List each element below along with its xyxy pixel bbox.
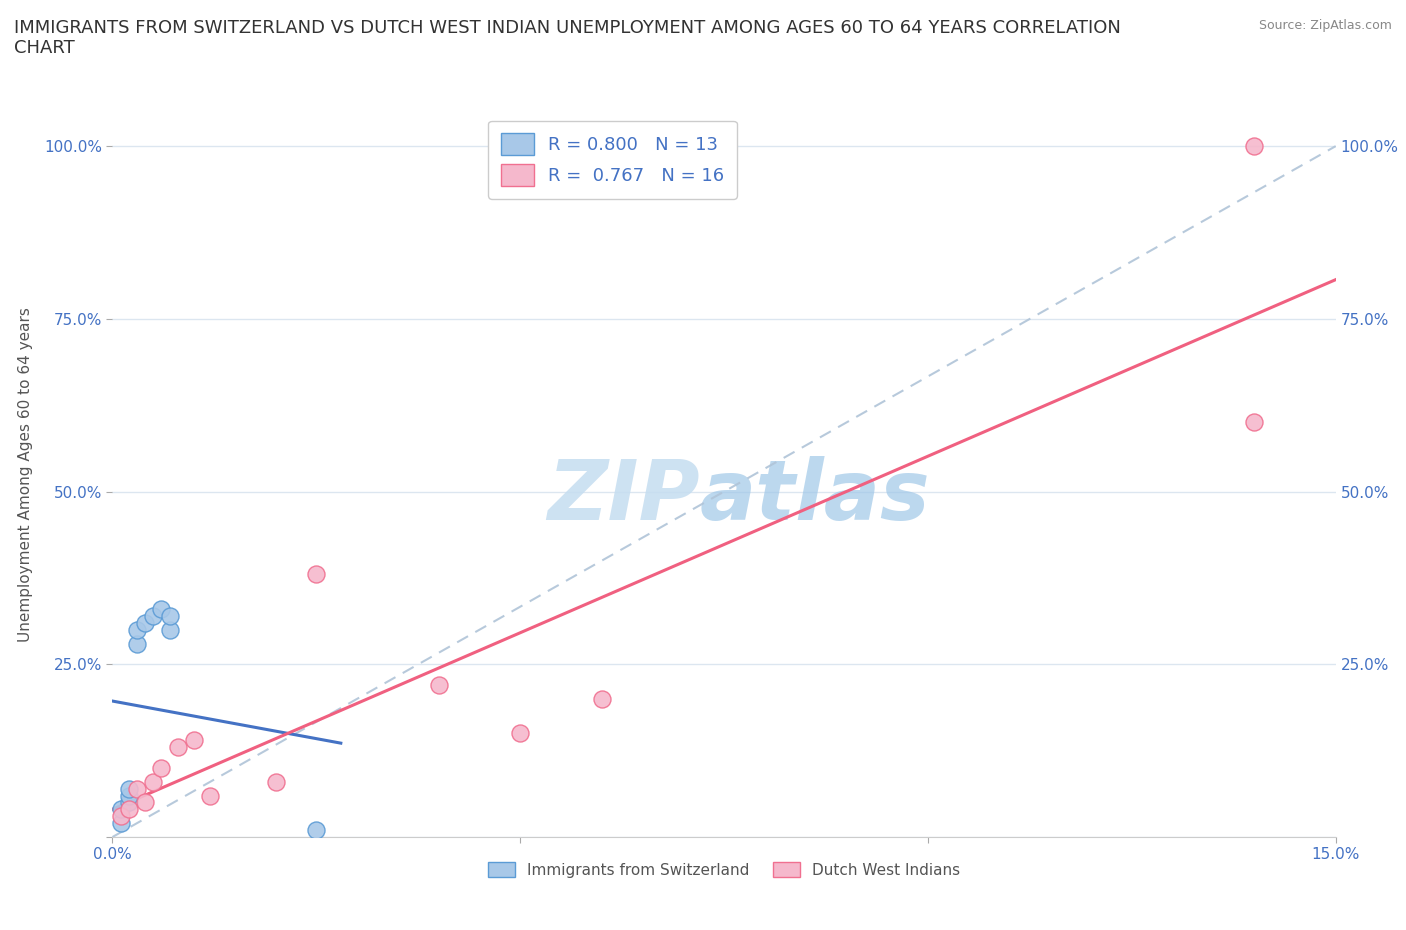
Text: ZIP: ZIP [547, 456, 700, 537]
Text: IMMIGRANTS FROM SWITZERLAND VS DUTCH WEST INDIAN UNEMPLOYMENT AMONG AGES 60 TO 6: IMMIGRANTS FROM SWITZERLAND VS DUTCH WES… [14, 19, 1121, 58]
Point [110, 802, 132, 817]
Point [125, 622, 148, 637]
Point [183, 733, 205, 748]
Text: atlas: atlas [700, 456, 931, 537]
Point [125, 636, 148, 651]
Point [264, 775, 287, 790]
Point [427, 678, 450, 693]
Point [118, 795, 141, 810]
Point [159, 608, 181, 623]
Point [200, 788, 222, 803]
Point [118, 802, 141, 817]
Point [110, 809, 132, 824]
Point [142, 608, 165, 623]
Point [1243, 415, 1265, 430]
Legend: Immigrants from Switzerland, Dutch West Indians: Immigrants from Switzerland, Dutch West … [481, 856, 967, 884]
Text: Source: ZipAtlas.com: Source: ZipAtlas.com [1258, 19, 1392, 32]
Point [118, 781, 141, 796]
Point [150, 761, 173, 776]
Y-axis label: Unemployment Among Ages 60 to 64 years: Unemployment Among Ages 60 to 64 years [18, 307, 32, 642]
Point [110, 816, 132, 830]
Point [150, 602, 173, 617]
Point [305, 567, 328, 582]
Point [509, 726, 531, 741]
Point [1243, 139, 1265, 153]
Point [134, 616, 156, 631]
Point [134, 795, 156, 810]
Point [305, 823, 328, 838]
Point [125, 781, 148, 796]
Point [591, 691, 613, 706]
Point [159, 622, 181, 637]
Point [142, 775, 165, 790]
Point [118, 788, 141, 803]
Point [166, 739, 188, 754]
